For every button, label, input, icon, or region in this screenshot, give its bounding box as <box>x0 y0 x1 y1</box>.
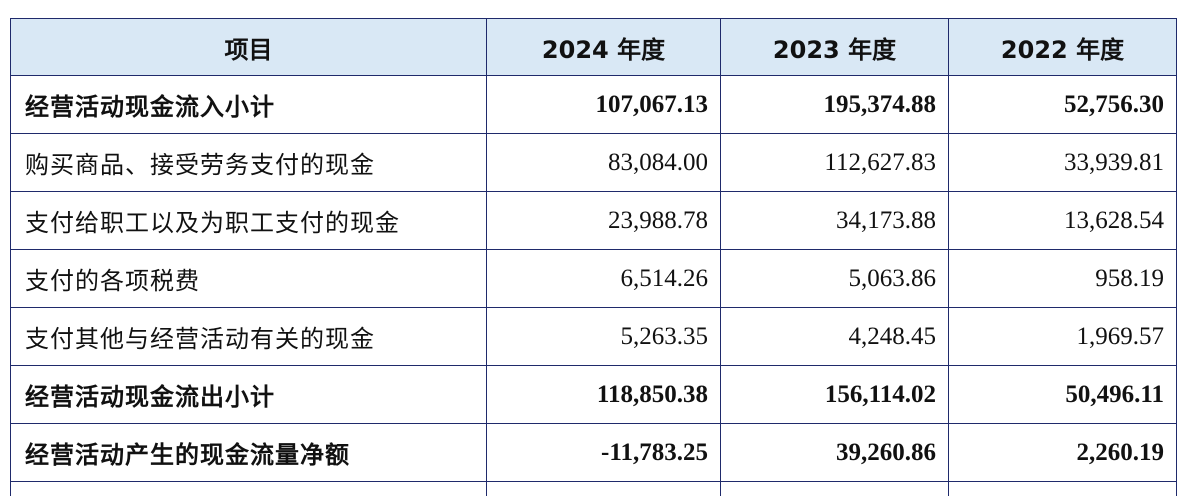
cell-2023: 39,260.86 <box>721 424 949 482</box>
empty-cell <box>487 482 721 496</box>
cell-2022: 50,496.11 <box>949 366 1177 424</box>
table-row: 支付给职工以及为职工支付的现金 23,988.78 34,173.88 13,6… <box>11 192 1177 250</box>
cell-2023: 195,374.88 <box>721 76 949 134</box>
cell-2023: 112,627.83 <box>721 134 949 192</box>
cell-2023: 4,248.45 <box>721 308 949 366</box>
row-label: 支付给职工以及为职工支付的现金 <box>11 192 487 250</box>
cell-2022: 52,756.30 <box>949 76 1177 134</box>
table-row: 经营活动现金流入小计 107,067.13 195,374.88 52,756.… <box>11 76 1177 134</box>
cell-2022: 13,628.54 <box>949 192 1177 250</box>
header-2024: 2024 年度 <box>487 19 721 76</box>
row-label: 经营活动现金流入小计 <box>11 76 487 134</box>
cell-2024: 118,850.38 <box>487 366 721 424</box>
cell-2023: 5,063.86 <box>721 250 949 308</box>
table-row: 购买商品、接受劳务支付的现金 83,084.00 112,627.83 33,9… <box>11 134 1177 192</box>
empty-cell <box>11 482 487 496</box>
cell-2024: 6,514.26 <box>487 250 721 308</box>
cell-2024: 5,263.35 <box>487 308 721 366</box>
cell-2023: 34,173.88 <box>721 192 949 250</box>
cell-2024: 23,988.78 <box>487 192 721 250</box>
cell-2023: 156,114.02 <box>721 366 949 424</box>
table-row-partial <box>11 482 1177 496</box>
row-label: 支付其他与经营活动有关的现金 <box>11 308 487 366</box>
header-2022: 2022 年度 <box>949 19 1177 76</box>
cell-2024: -11,783.25 <box>487 424 721 482</box>
empty-cell <box>949 482 1177 496</box>
cell-2024: 83,084.00 <box>487 134 721 192</box>
table-row: 支付的各项税费 6,514.26 5,063.86 958.19 <box>11 250 1177 308</box>
table-header-row: 项目 2024 年度 2023 年度 2022 年度 <box>11 19 1177 76</box>
cash-flow-table: 项目 2024 年度 2023 年度 2022 年度 经营活动现金流入小计 10… <box>10 18 1177 496</box>
table-row: 经营活动产生的现金流量净额 -11,783.25 39,260.86 2,260… <box>11 424 1177 482</box>
row-label: 支付的各项税费 <box>11 250 487 308</box>
cell-2022: 33,939.81 <box>949 134 1177 192</box>
cell-2022: 958.19 <box>949 250 1177 308</box>
header-item: 项目 <box>11 19 487 76</box>
row-label: 经营活动产生的现金流量净额 <box>11 424 487 482</box>
cell-2022: 1,969.57 <box>949 308 1177 366</box>
table-row: 支付其他与经营活动有关的现金 5,263.35 4,248.45 1,969.5… <box>11 308 1177 366</box>
header-2023: 2023 年度 <box>721 19 949 76</box>
row-label: 经营活动现金流出小计 <box>11 366 487 424</box>
row-label: 购买商品、接受劳务支付的现金 <box>11 134 487 192</box>
empty-cell <box>721 482 949 496</box>
table-row: 经营活动现金流出小计 118,850.38 156,114.02 50,496.… <box>11 366 1177 424</box>
cash-flow-table-container: 项目 2024 年度 2023 年度 2022 年度 经营活动现金流入小计 10… <box>10 18 1176 496</box>
cell-2022: 2,260.19 <box>949 424 1177 482</box>
cell-2024: 107,067.13 <box>487 76 721 134</box>
